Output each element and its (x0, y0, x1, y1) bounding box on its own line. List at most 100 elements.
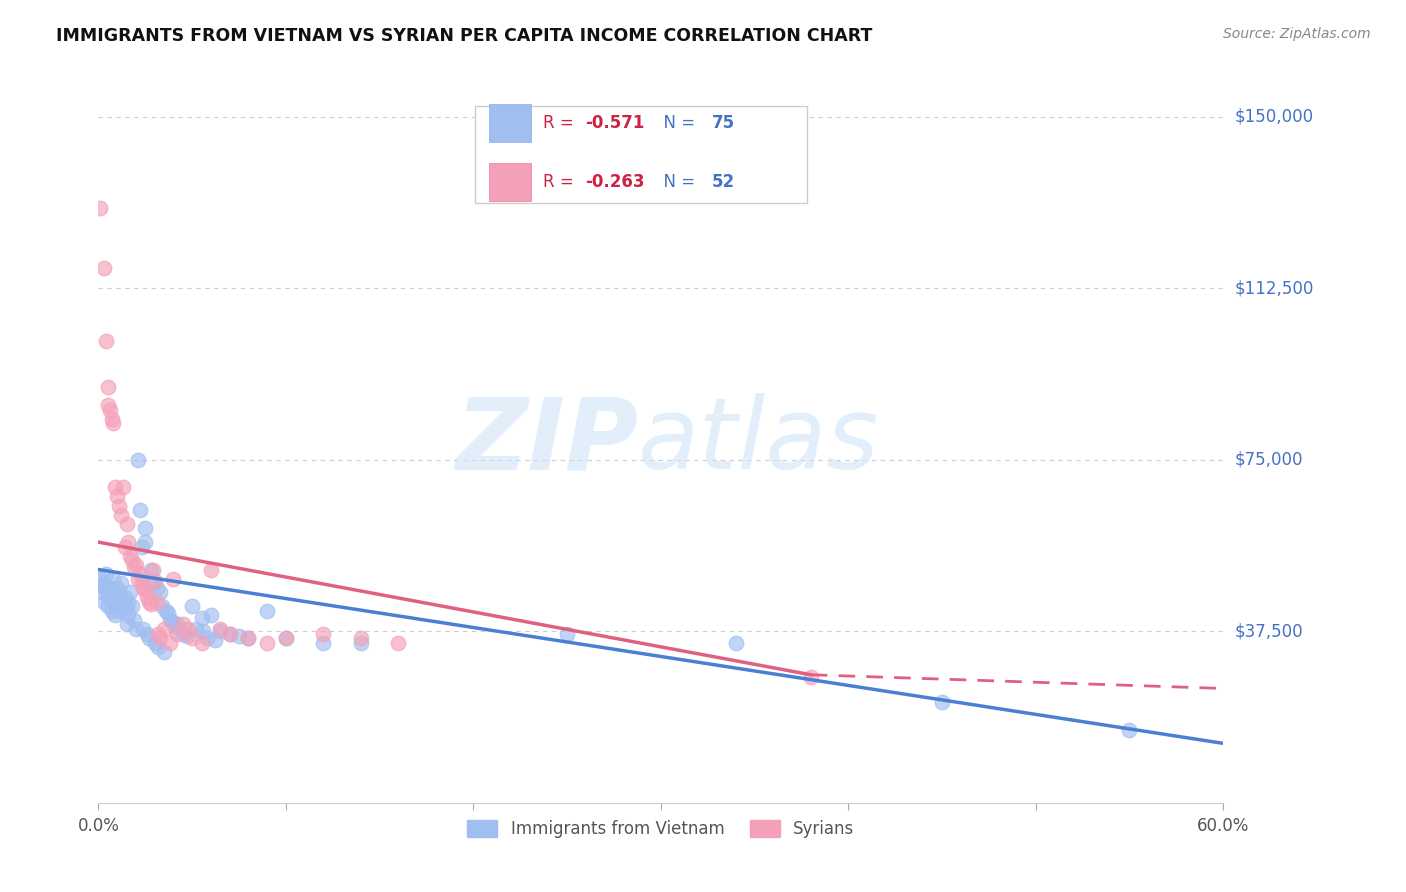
Point (127, 572, 149, 586)
Point (139, 597, 162, 611)
Text: -0.263: -0.263 (585, 173, 645, 191)
Point (166, 626, 188, 640)
Point (172, 617, 194, 632)
Point (274, 631, 297, 645)
Point (138, 631, 160, 645)
Point (156, 606, 179, 620)
Point (143, 636, 166, 650)
Point (312, 626, 335, 640)
Point (131, 576, 153, 591)
Text: -0.571: -0.571 (585, 114, 645, 132)
Text: atlas: atlas (638, 393, 880, 490)
Point (228, 629, 250, 643)
Point (100, 604, 122, 618)
Point (142, 576, 165, 591)
Point (145, 594, 167, 608)
Text: $150,000: $150,000 (1234, 108, 1313, 126)
Text: ZIP: ZIP (456, 393, 638, 490)
Text: R =: R = (543, 173, 579, 191)
Point (111, 599, 134, 614)
Point (94, 334, 117, 348)
Point (162, 615, 184, 630)
Point (121, 599, 143, 614)
Point (94, 567, 117, 582)
FancyBboxPatch shape (475, 105, 807, 203)
Point (115, 516, 138, 531)
Point (148, 626, 170, 640)
Point (209, 624, 232, 639)
Point (120, 585, 142, 599)
Point (153, 645, 176, 659)
Point (181, 631, 204, 645)
Point (108, 604, 131, 618)
Point (166, 617, 188, 632)
Point (177, 622, 200, 636)
Point (105, 592, 128, 607)
Text: $75,000: $75,000 (1234, 450, 1303, 469)
Point (153, 622, 176, 636)
Point (127, 453, 149, 467)
Bar (489, 104, 531, 142)
Point (200, 563, 222, 577)
Point (256, 636, 278, 650)
Point (131, 540, 153, 554)
Point (103, 585, 125, 599)
Point (238, 631, 260, 645)
Point (200, 608, 222, 623)
Point (138, 594, 160, 608)
Point (204, 633, 226, 648)
Point (97, 398, 120, 412)
Point (155, 604, 177, 618)
Point (97, 599, 120, 614)
Point (134, 583, 156, 598)
Point (193, 624, 215, 639)
Point (93, 260, 115, 275)
Point (136, 626, 159, 640)
Point (145, 581, 167, 595)
Point (931, 695, 953, 709)
Point (148, 640, 170, 655)
Point (117, 594, 139, 608)
Point (91, 578, 114, 592)
Point (125, 622, 148, 636)
Point (149, 585, 172, 599)
Point (274, 631, 297, 645)
Point (165, 620, 187, 634)
Point (104, 608, 127, 623)
Point (108, 499, 131, 513)
Point (134, 535, 156, 549)
Point (115, 617, 138, 632)
Text: 52: 52 (711, 173, 734, 191)
Point (190, 636, 212, 650)
Point (93, 594, 115, 608)
Point (150, 599, 173, 614)
Point (218, 626, 240, 640)
Point (209, 622, 232, 636)
Point (555, 626, 578, 640)
Text: N =: N = (652, 173, 700, 191)
Point (100, 594, 122, 608)
Point (103, 572, 125, 586)
Legend: Immigrants from Vietnam, Syrians: Immigrants from Vietnam, Syrians (461, 814, 860, 845)
Point (149, 631, 172, 645)
Point (114, 590, 136, 604)
Point (159, 636, 181, 650)
Text: N =: N = (652, 114, 700, 132)
Point (120, 549, 142, 563)
Point (110, 594, 132, 608)
Point (111, 480, 134, 494)
Text: Source: ZipAtlas.com: Source: ZipAtlas.com (1223, 27, 1371, 41)
Point (195, 631, 218, 645)
Point (104, 480, 127, 494)
Point (122, 613, 145, 627)
Point (110, 508, 132, 522)
Point (172, 626, 194, 640)
Point (105, 581, 128, 595)
Point (132, 622, 155, 636)
Point (139, 563, 162, 577)
Point (98, 588, 121, 602)
Point (312, 636, 335, 650)
Point (121, 553, 143, 567)
Point (128, 503, 150, 517)
Point (136, 590, 159, 604)
